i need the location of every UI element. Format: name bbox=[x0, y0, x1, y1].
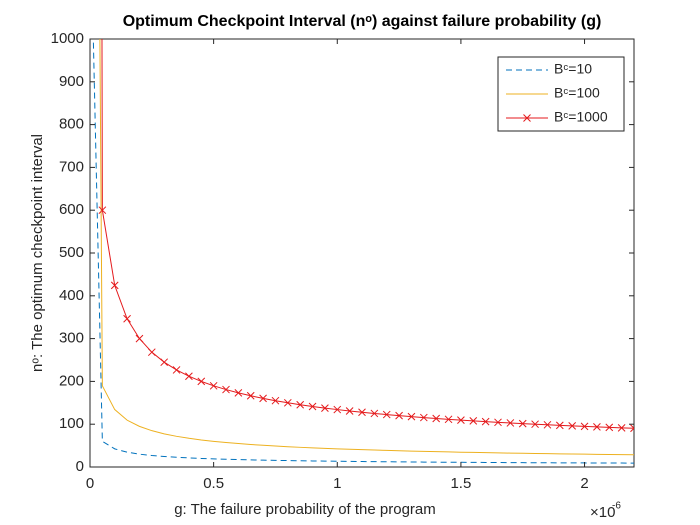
marker bbox=[358, 408, 366, 417]
y-tick-label: 300 bbox=[59, 330, 84, 347]
marker bbox=[481, 417, 490, 426]
y-tick-label: 600 bbox=[59, 201, 84, 218]
marker bbox=[518, 419, 527, 428]
marker bbox=[197, 377, 206, 386]
x-tick-label: 1 bbox=[333, 475, 341, 492]
marker bbox=[98, 206, 107, 215]
marker bbox=[407, 412, 416, 421]
marker bbox=[283, 398, 292, 407]
legend-label: Bᶜ=1000 bbox=[554, 109, 608, 125]
marker bbox=[135, 334, 144, 343]
marker bbox=[444, 415, 453, 424]
y-axis-label: nᵒ: The optimum checkpoint interval bbox=[29, 134, 46, 372]
marker bbox=[185, 372, 193, 381]
marker bbox=[110, 281, 119, 290]
y-tick-label: 100 bbox=[59, 415, 84, 432]
y-tick-label: 200 bbox=[59, 372, 84, 389]
x-tick-label: 2 bbox=[580, 475, 588, 492]
marker bbox=[630, 424, 634, 433]
series-line bbox=[99, 39, 634, 456]
marker bbox=[617, 423, 626, 432]
marker bbox=[321, 404, 329, 412]
y-tick-label: 700 bbox=[59, 158, 84, 175]
marker bbox=[494, 418, 502, 427]
marker bbox=[432, 414, 441, 423]
x-multiplier: ×10 bbox=[590, 504, 615, 521]
y-tick-label: 400 bbox=[59, 287, 84, 304]
marker bbox=[234, 389, 243, 397]
legend-marker bbox=[523, 114, 531, 122]
axes-layer: 0 100 200 300 400 500 600 700 800 900 1000 0 0.5 1 1.5… bbox=[51, 30, 634, 492]
marker bbox=[209, 381, 218, 390]
marker bbox=[605, 423, 614, 432]
marker bbox=[568, 422, 577, 430]
y-tick-label: 500 bbox=[59, 244, 84, 261]
legend-label: Bᶜ=10 bbox=[554, 61, 592, 77]
marker bbox=[160, 358, 169, 367]
marker bbox=[506, 419, 515, 427]
marker bbox=[222, 385, 230, 394]
x-axis-label: g: The failure probability of the progra… bbox=[174, 501, 436, 518]
series-line bbox=[92, 39, 634, 464]
x-tick-label: 1.5 bbox=[450, 475, 471, 492]
marker bbox=[593, 423, 601, 431]
marker bbox=[246, 391, 255, 400]
marker bbox=[296, 400, 305, 409]
x-tick-label: 0.5 bbox=[203, 475, 224, 492]
marker bbox=[457, 416, 465, 424]
y-tick-label: 1000 bbox=[51, 30, 84, 47]
marker bbox=[419, 413, 428, 422]
marker bbox=[543, 420, 552, 429]
y-tick-label: 900 bbox=[59, 73, 84, 90]
x-tick-label: 0 bbox=[86, 475, 94, 492]
plot-layer bbox=[92, 39, 634, 464]
marker bbox=[333, 405, 342, 414]
marker bbox=[555, 421, 564, 430]
marker bbox=[123, 314, 131, 323]
marker bbox=[469, 417, 478, 425]
marker bbox=[382, 410, 391, 419]
legend-label: Bᶜ=100 bbox=[554, 85, 600, 101]
marker bbox=[172, 366, 181, 374]
marker bbox=[271, 396, 280, 405]
marker bbox=[308, 402, 317, 411]
marker bbox=[259, 394, 267, 403]
y-tick-label: 0 bbox=[76, 458, 84, 475]
marker bbox=[147, 348, 156, 357]
marker bbox=[580, 422, 589, 431]
marker bbox=[345, 407, 354, 415]
marker bbox=[370, 409, 379, 418]
marker bbox=[395, 411, 403, 420]
x-multiplier-exponent: -6 bbox=[612, 501, 621, 512]
chart-title: Optimum Checkpoint Interval (nᵒ) against… bbox=[123, 13, 602, 30]
marker bbox=[531, 420, 539, 429]
y-tick-label: 800 bbox=[59, 116, 84, 133]
